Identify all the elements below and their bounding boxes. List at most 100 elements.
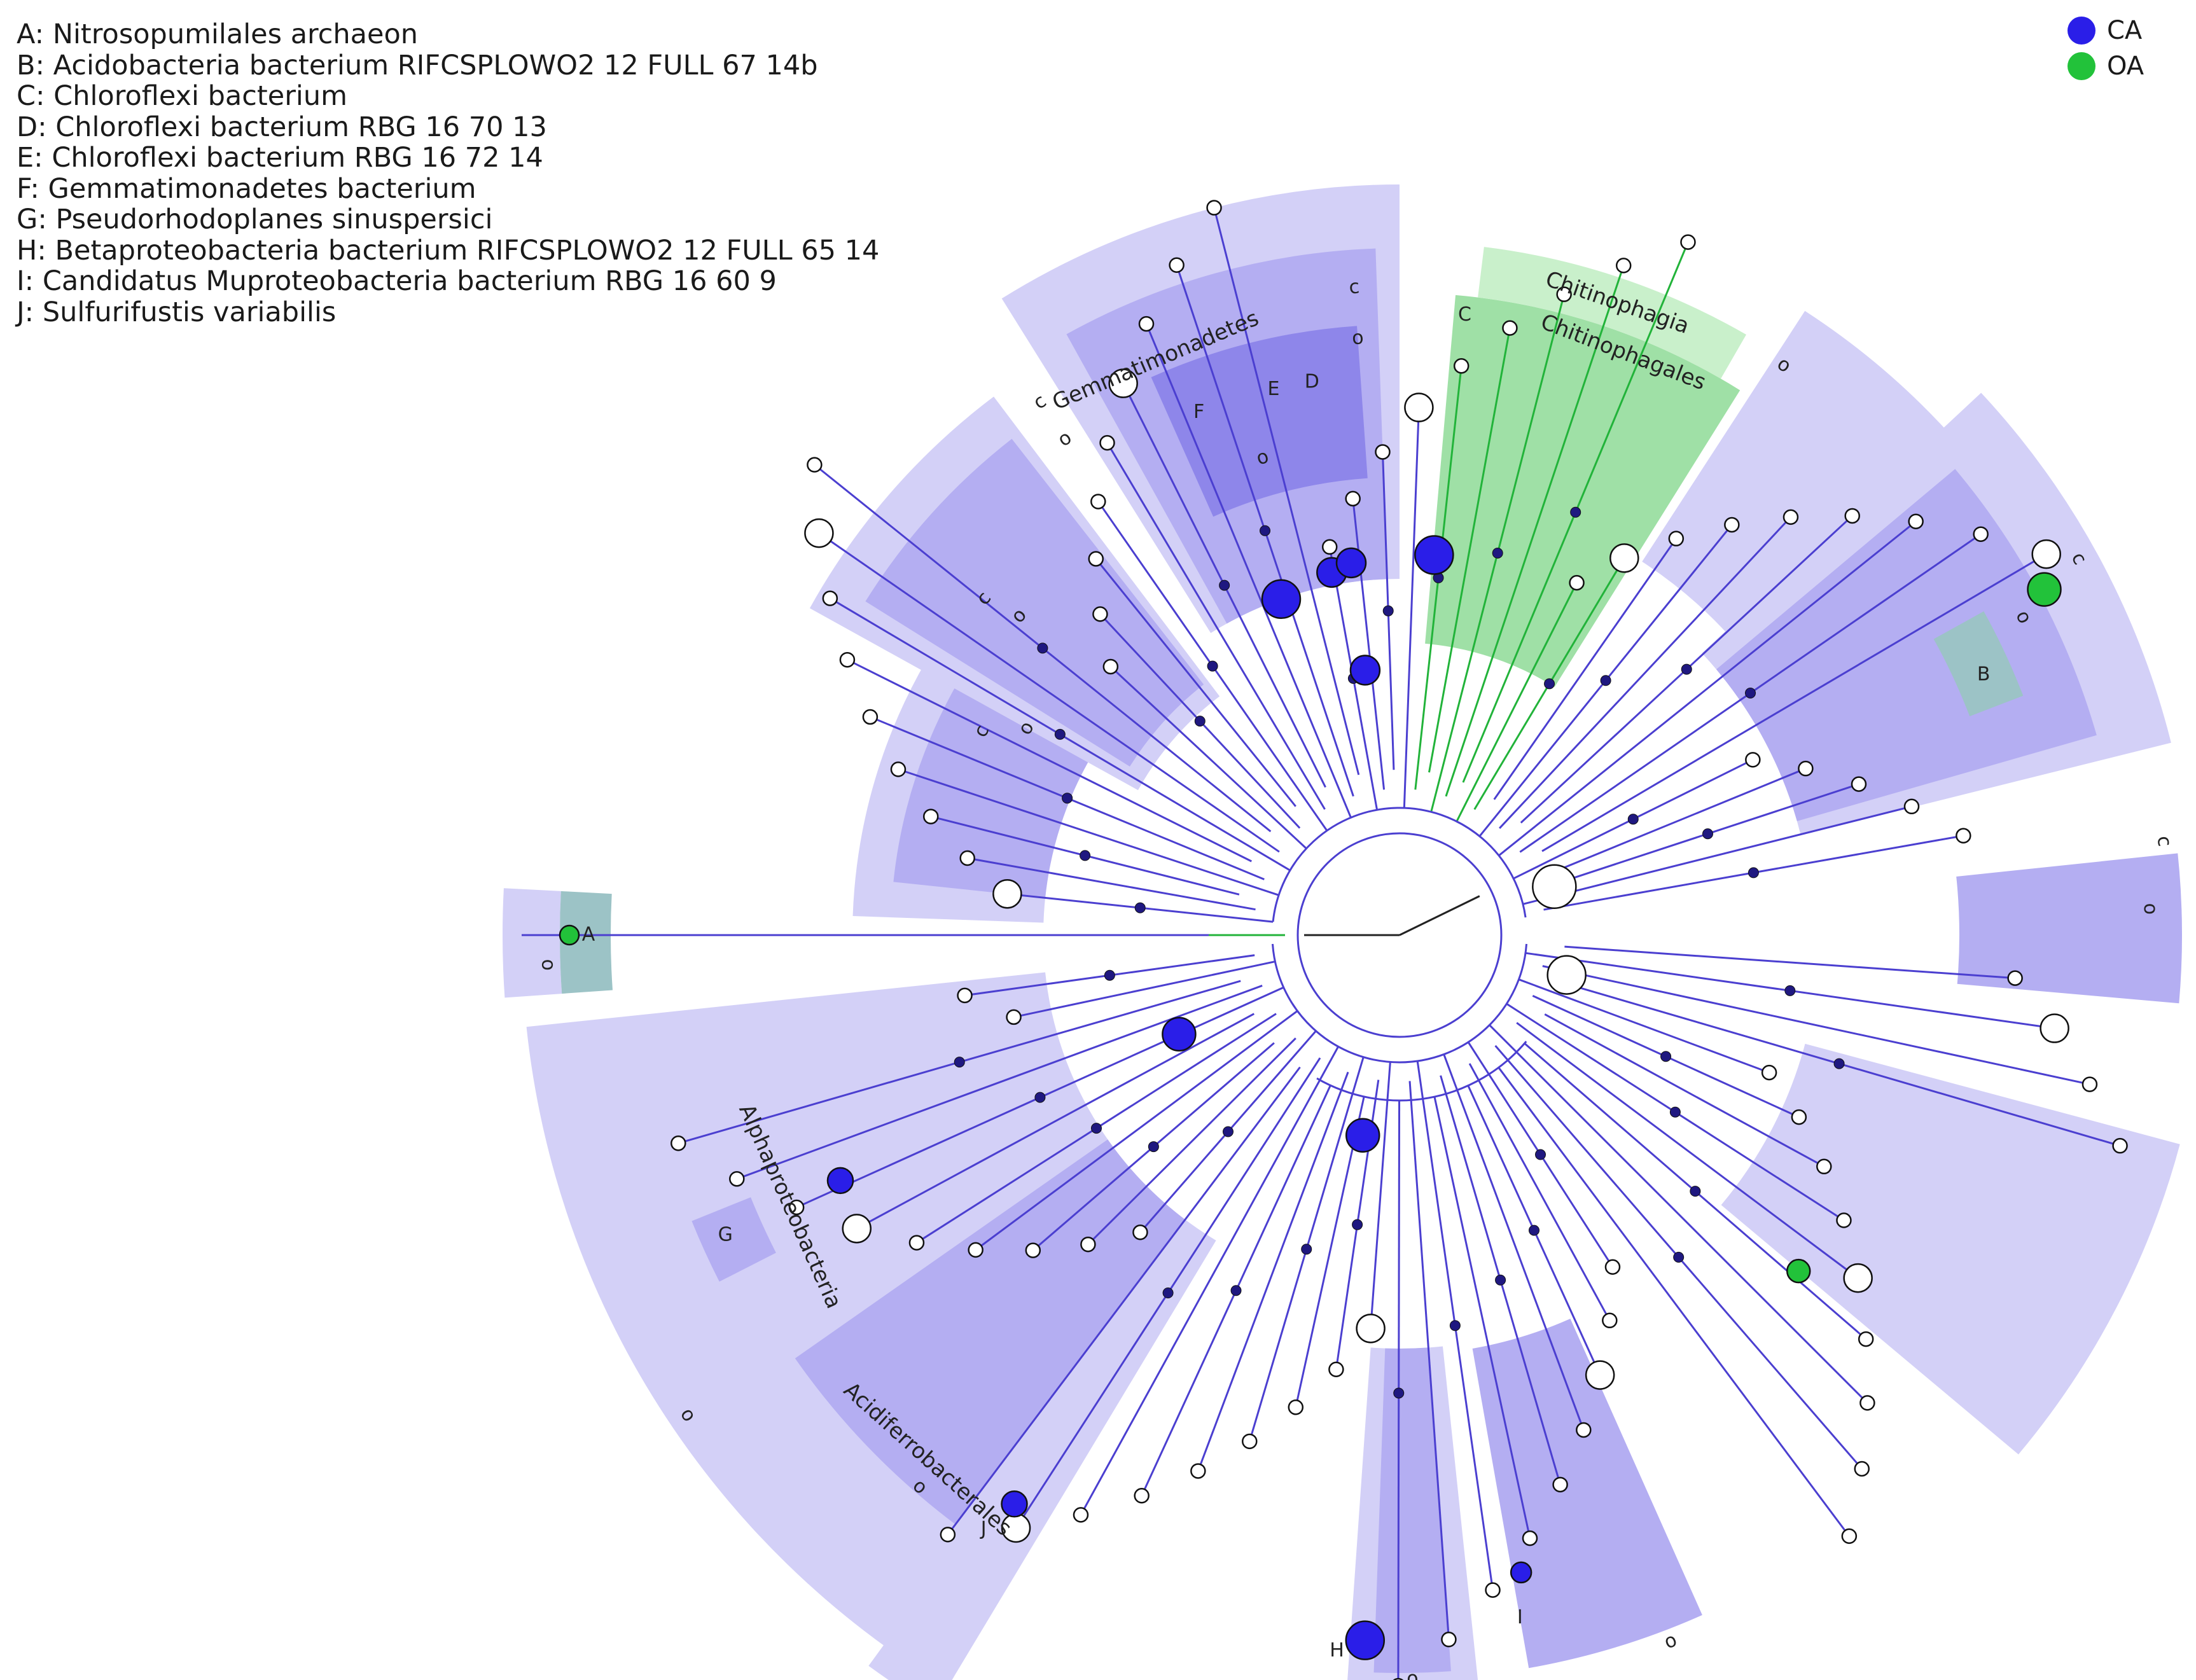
- branch: [1352, 498, 1386, 790]
- node-large-ns: [1546, 955, 1587, 995]
- leaf-node: [1502, 320, 1518, 336]
- branch: [1489, 1024, 1868, 1404]
- branch: [967, 857, 1256, 911]
- branch: [1428, 328, 1511, 773]
- leaf-node: [968, 1242, 983, 1258]
- legend-item-ca: CA: [2067, 13, 2144, 48]
- leaf-node: [1836, 1212, 1852, 1228]
- leaf-node: [1134, 1488, 1150, 1504]
- branch: [856, 1013, 1255, 1230]
- branch: [1456, 582, 1578, 822]
- branch: [1498, 1067, 1851, 1537]
- rank-letter: o: [1053, 426, 1076, 451]
- branch-arc: [1271, 943, 1528, 1064]
- leaf-node: [1851, 776, 1867, 792]
- branch: [1095, 558, 1296, 807]
- node-beta-ca: [1345, 1118, 1380, 1153]
- internal-node: [1222, 1126, 1234, 1137]
- leaf-node: [1859, 1395, 1875, 1411]
- clade-sector-chitinophagia: [1478, 247, 1746, 379]
- internal-node: [1393, 1387, 1405, 1399]
- clade-sector: [868, 1635, 954, 1680]
- leaf-node: [1604, 1259, 1621, 1275]
- leaf-node: [1025, 1242, 1041, 1258]
- key-entry-h: H: Betaproteobacteria bacterium RIFCSPLO…: [17, 234, 880, 267]
- leaf-node: [1453, 358, 1470, 374]
- node-alpha-ca: [1162, 1017, 1197, 1052]
- key-entry-g: G: Pseudorhodoplanes sinuspersici: [17, 204, 493, 235]
- leaf-node: [1138, 316, 1155, 332]
- leaf-node: [2081, 1076, 2098, 1092]
- rank-letter: o: [1407, 1667, 1419, 1680]
- branch: [1197, 1071, 1349, 1471]
- internal-node: [1219, 580, 1230, 591]
- rank-letter: c: [2153, 835, 2176, 848]
- internal-node: [1062, 793, 1073, 804]
- rank-letter: o: [1661, 1628, 1680, 1653]
- internal-node: [1352, 1219, 1363, 1230]
- leaf-node: [1073, 1507, 1089, 1523]
- internal-node: [1673, 1251, 1685, 1263]
- node-i: [1510, 1561, 1532, 1584]
- leaf-node: [842, 1214, 872, 1244]
- leaf-node: [1190, 1463, 1206, 1479]
- clade-sector: [1721, 1043, 2180, 1455]
- leaf-node: [1108, 368, 1138, 398]
- leaf-node: [1761, 1064, 1777, 1081]
- internal-node: [1600, 675, 1611, 686]
- clade-sectors: [503, 184, 2182, 1680]
- clade-sector: [1716, 469, 2097, 821]
- key-entry-i: I: Candidatus Muproteobacteria bacterium…: [17, 265, 777, 297]
- leaf-node: [1375, 444, 1391, 460]
- leaf-node: [1585, 1360, 1615, 1390]
- branch: [1541, 553, 2047, 852]
- leaf-node: [1798, 760, 1814, 777]
- branch: [818, 532, 1280, 853]
- leaf-node: [2007, 970, 2023, 986]
- leaf-node: [1288, 1399, 1304, 1415]
- leaf-node: [890, 761, 907, 777]
- root-ring: [1296, 832, 1503, 1038]
- node-oa-internal: [1786, 1258, 1811, 1284]
- internal-node: [1534, 1149, 1546, 1160]
- leaf-node: [1321, 539, 1338, 555]
- leaf-node: [1841, 1528, 1858, 1545]
- clade-sector-a: [560, 891, 613, 994]
- leaf-node: [1080, 1236, 1096, 1253]
- branch-arc: [1272, 807, 1527, 922]
- clade-sector-acidiferrobacterales: [795, 1139, 1185, 1525]
- branch: [1443, 1053, 1585, 1431]
- branch: [1493, 538, 1678, 800]
- leaf-node: [1844, 508, 1860, 524]
- internal-node: [1037, 642, 1048, 654]
- rank-letter: c: [1029, 390, 1050, 414]
- leaf-node: [1668, 531, 1685, 546]
- internal-node: [1104, 969, 1115, 981]
- branch: [1370, 1062, 1391, 1329]
- clade-sector: [1956, 853, 2182, 1004]
- taxon-key: A: Nitrosopumilales archaeon B: Acidobac…: [17, 19, 879, 328]
- clade-sector: [1642, 310, 1953, 637]
- branch: [1109, 665, 1307, 849]
- leaf-node: [957, 987, 973, 1004]
- internal-node: [1570, 506, 1581, 518]
- leaf-node: [1169, 257, 1185, 273]
- leaf-node: [1854, 1461, 1870, 1477]
- internal-node: [1681, 663, 1692, 675]
- leaf-node: [1615, 258, 1632, 274]
- branch: [1145, 323, 1352, 818]
- leaf-node: [1816, 1158, 1832, 1175]
- leaf-node: [922, 809, 939, 824]
- leaf-node: [1843, 1263, 1873, 1293]
- node-g: [826, 1167, 854, 1195]
- key-entry-c: C: Chloroflexi bacterium: [17, 80, 347, 112]
- key-entry-e: E: Chloroflexi bacterium RBG 16 72 14: [17, 142, 543, 174]
- leaf-node: [1132, 1224, 1148, 1240]
- rank-letter: o: [1351, 326, 1365, 349]
- clade-sector-b: [1933, 611, 2024, 716]
- leaf-node: [1552, 1476, 1568, 1493]
- leaf-node: [671, 1135, 686, 1151]
- marker-letter: C: [1458, 303, 1471, 326]
- rank-letter: o: [537, 959, 560, 971]
- leaf-node: [959, 850, 975, 866]
